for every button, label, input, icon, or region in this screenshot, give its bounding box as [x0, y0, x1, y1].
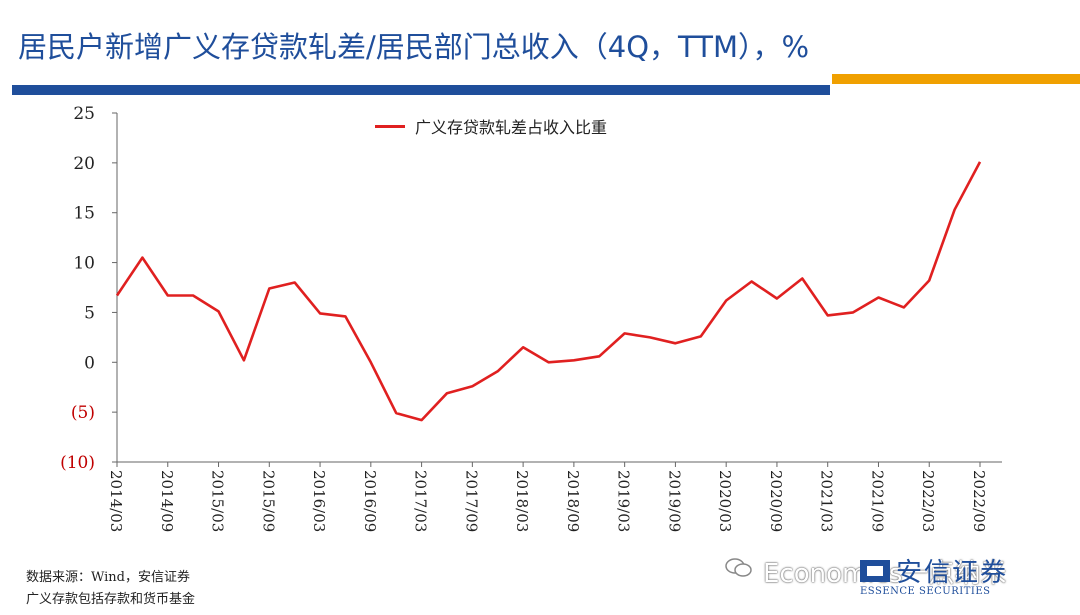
y-tick-label: (5) — [71, 403, 95, 423]
y-tick-label: 25 — [73, 104, 95, 124]
definition-note: 广义存款包括存款和货币基金 — [26, 592, 196, 607]
chart-legend: 广义存贷款轧差占收入比重 — [375, 114, 607, 138]
y-tick-label: (10) — [60, 453, 95, 473]
company-logo: 安信证券 — [860, 552, 1008, 589]
x-tick-label: 2015/03 — [209, 470, 227, 532]
chart-title: 居民户新增广义存贷款轧差/居民部门总收入（4Q，TTM），% — [18, 30, 810, 64]
logo-mark-icon — [860, 559, 890, 582]
x-tick-label: 2018/03 — [513, 470, 531, 532]
x-tick-label: 2016/03 — [310, 470, 328, 532]
y-tick-label: 0 — [84, 353, 95, 373]
x-tick-label: 2017/03 — [412, 470, 430, 532]
x-tick-label: 2022/03 — [919, 470, 937, 532]
logo-en-text: ESSENCE SECURITIES — [860, 586, 991, 597]
source-note: 数据来源：Wind，安信证券 — [26, 570, 190, 585]
wechat-icon — [725, 558, 752, 577]
y-tick-label: 5 — [84, 303, 95, 323]
x-tick-label: 2017/09 — [462, 470, 480, 532]
y-tick-label: 15 — [73, 204, 95, 224]
x-tick-label: 2015/09 — [259, 470, 277, 532]
x-tick-label: 2020/09 — [767, 470, 785, 532]
x-tick-label: 2022/09 — [970, 470, 988, 532]
y-tick-label: 10 — [73, 254, 95, 274]
x-tick-label: 2020/03 — [716, 470, 734, 532]
x-tick-label: 2021/03 — [818, 470, 836, 532]
y-tick-label: 20 — [73, 154, 95, 174]
x-tick-label: 2014/03 — [107, 470, 125, 532]
logo-cn-text: 安信证券 — [896, 558, 1009, 588]
header-orange-bar — [832, 74, 1080, 84]
x-tick-label: 2018/09 — [564, 470, 582, 532]
header-blue-bar — [12, 85, 830, 95]
x-tick-label: 2019/03 — [615, 470, 633, 532]
x-tick-label: 2014/09 — [158, 470, 176, 532]
series-line — [115, 161, 982, 422]
legend-label: 广义存贷款轧差占收入比重 — [415, 118, 608, 137]
x-tick-label: 2021/09 — [868, 470, 886, 532]
legend-line-swatch — [375, 124, 405, 128]
x-tick-label: 2019/09 — [665, 470, 683, 532]
x-tick-label: 2016/09 — [361, 470, 379, 532]
